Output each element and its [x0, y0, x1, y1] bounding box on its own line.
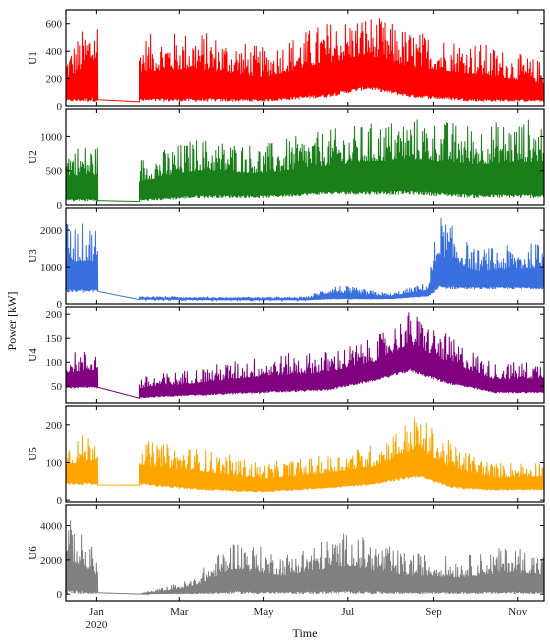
panel-u5: 0 100 200 U5: [27, 405, 545, 507]
y-tick-label: 0: [57, 589, 63, 601]
y-tick-label: 600: [46, 19, 63, 31]
x-tick-label: Nov: [508, 606, 527, 618]
x-tick-label: Sep: [425, 606, 442, 618]
series-line-u1: [66, 18, 544, 103]
x-tick-sublabel: 2020: [85, 619, 108, 631]
y-tick-label: 200: [46, 420, 63, 432]
y-tick-label: 500: [46, 166, 63, 178]
panel-u6: 0 2000 4000 U6: [27, 504, 545, 602]
panel-label-u1: U1: [27, 51, 39, 64]
y-axis-label: Power [kW]: [5, 292, 19, 351]
panel-label-u4: U4: [27, 348, 39, 362]
series-line-u3: [66, 217, 544, 303]
y-tick-label: 0: [57, 495, 63, 507]
panel-u4: 50 100 150 200 U4: [27, 306, 545, 404]
x-axis-label: Time: [293, 626, 318, 640]
y-tick-label: 1000: [40, 262, 63, 274]
y-tick-label: 1000: [40, 131, 63, 143]
y-tick-label: 4000: [40, 521, 63, 533]
y-tick-label: 200: [46, 74, 63, 86]
series-line-u4: [66, 312, 544, 399]
panel-frame: [65, 405, 545, 503]
y-tick-label: 400: [46, 46, 63, 58]
y-tick-label: 0: [57, 101, 63, 113]
panels-group: 0200400600U105001000U2010002000U35010015…: [27, 9, 545, 602]
series-line-u5: [66, 418, 544, 493]
y-tick-label: 150: [46, 333, 63, 345]
x-tick-label: Jan: [89, 606, 104, 618]
x-tick-label: Jul: [341, 606, 354, 618]
x-tick-label: May: [253, 606, 274, 618]
y-tick-label: 0: [57, 299, 63, 311]
panel-label-u6: U6: [27, 546, 39, 560]
panel-label-u2: U2: [27, 150, 39, 163]
y-tick-label: 50: [51, 381, 63, 393]
y-tick-label: 2000: [40, 225, 63, 237]
y-tick-label: 2000: [40, 555, 63, 567]
x-tick-label: Mar: [170, 606, 189, 618]
y-tick-label: 200: [46, 309, 63, 321]
panel-frame: [65, 9, 545, 107]
y-tick-label: 0: [57, 200, 63, 212]
panel-u1: 0 200 400 600 U1: [27, 9, 545, 113]
panel-frame: [65, 207, 545, 305]
panel-label-u5: U5: [27, 447, 39, 461]
y-tick-label: 100: [46, 457, 63, 469]
y-tick-label: 100: [46, 357, 63, 369]
series-line-u2: [66, 119, 544, 203]
series-line-u6: [66, 520, 544, 597]
panel-frame: [65, 504, 545, 602]
panel-frame: [65, 108, 545, 206]
panel-label-u3: U3: [27, 249, 39, 263]
panel-frame: [65, 306, 545, 404]
